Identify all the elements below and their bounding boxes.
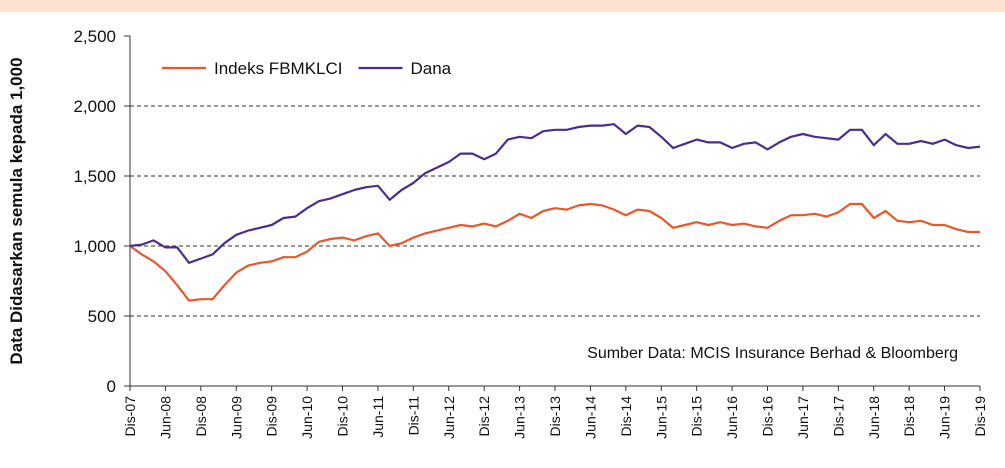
x-tick-label: Dis-12 (476, 396, 492, 437)
x-tick-label: Jun-10 (299, 396, 315, 439)
x-tick-label: Jun-14 (582, 396, 598, 439)
x-tick-label: Jun-13 (512, 396, 528, 439)
legend-label: Indeks FBMKLCI (214, 59, 343, 78)
x-tick-label: Jun-17 (795, 396, 811, 439)
y-axis-title: Data Didasarkan semula kepada 1,000 (7, 57, 26, 364)
x-tick-label: Dis-19 (972, 396, 988, 437)
series-line (129, 123, 981, 264)
x-tick-label: Dis-15 (689, 396, 705, 437)
x-tick-label: Jun-11 (370, 396, 386, 438)
x-tick-label: Dis-10 (335, 396, 351, 437)
y-tick-label: 1,500 (73, 167, 116, 186)
x-tick-label: Jun-18 (866, 396, 882, 439)
x-tick-label: Jun-19 (937, 396, 953, 439)
top-band (0, 0, 1005, 12)
x-tick-label: Dis-09 (264, 396, 280, 437)
series-line (129, 202, 980, 302)
x-tick-label: Dis-13 (547, 396, 563, 437)
x-tick-label: Jun-16 (724, 396, 740, 439)
y-tick-label: 0 (107, 377, 116, 396)
x-tick-label: Jun-09 (228, 396, 244, 439)
x-tick-label: Dis-08 (193, 396, 209, 437)
annotation: Sumber Data: MCIS Insurance Berhad & Blo… (587, 345, 958, 362)
x-tick-label: Jun-08 (157, 396, 173, 439)
x-tick-label: Dis-07 (122, 396, 138, 437)
x-tick-label: Dis-11 (405, 396, 421, 436)
y-tick-label: 2,000 (73, 97, 116, 116)
y-tick-label: 2,500 (73, 27, 116, 46)
x-tick-label: Dis-14 (618, 396, 634, 437)
y-tick-label: 1,000 (73, 237, 116, 256)
x-tick-label: Dis-17 (830, 396, 846, 437)
legend-label: Dana (411, 59, 452, 78)
x-tick-label: Jun-12 (441, 396, 457, 439)
y-tick-label: 500 (88, 307, 116, 326)
x-tick-label: Dis-18 (901, 396, 917, 437)
x-tick-label: Dis-16 (760, 396, 776, 437)
x-tick-label: Jun-15 (653, 396, 669, 439)
